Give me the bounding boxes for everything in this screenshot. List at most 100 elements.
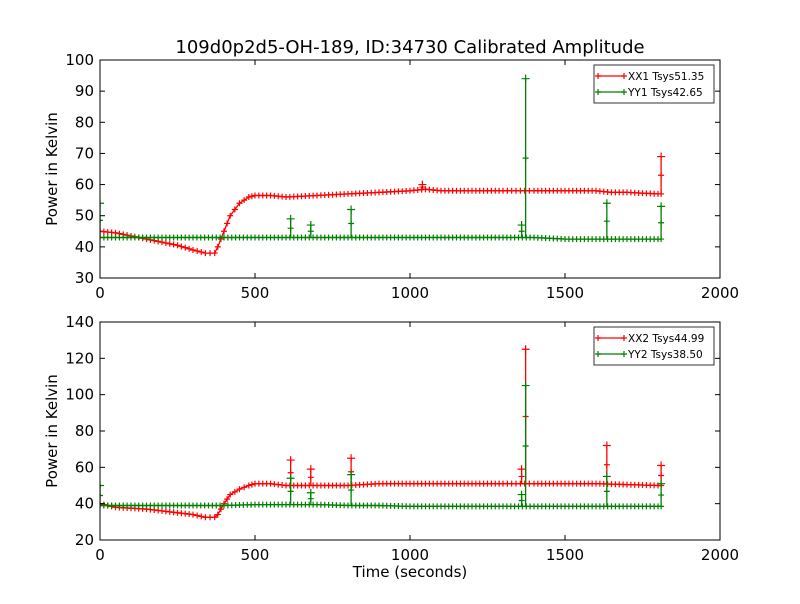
legend-box [593, 64, 715, 104]
series-point [236, 486, 243, 493]
legend-label: XX1 Tsys51.35 [628, 71, 704, 83]
spike-point [100, 217, 103, 224]
x-tick-label: 1000 [391, 284, 429, 302]
y-tick-label: 40 [75, 495, 94, 513]
series-point [190, 246, 196, 253]
spike-point [658, 219, 665, 226]
spike-point [306, 488, 315, 497]
legend-marker [595, 335, 601, 341]
y-tick-label: 80 [75, 113, 94, 131]
legend-marker [595, 351, 601, 357]
spike-point [518, 228, 525, 235]
spike-point [658, 492, 665, 499]
legend-marker [621, 89, 627, 95]
legend-marker [621, 351, 627, 357]
data-layer [100, 74, 666, 257]
x-tick-label: 500 [241, 546, 270, 564]
series-point [182, 244, 189, 251]
series-line-1 [100, 188, 662, 254]
spike-point [307, 495, 314, 502]
legend-label: YY2 Tsys38.50 [627, 349, 703, 361]
series-point [217, 506, 224, 513]
series-point [190, 511, 196, 518]
y-tick-label: 60 [75, 176, 94, 194]
series-point [166, 240, 173, 247]
chart-title: 109d0p2d5-OH-189, ID:34730 Calibrated Am… [175, 37, 644, 58]
series-point [194, 512, 201, 519]
legend-marker [621, 73, 627, 79]
spike-point [518, 497, 525, 504]
spike-point [286, 214, 295, 223]
y-tick-label: 70 [75, 144, 94, 162]
series-point [248, 481, 255, 488]
spike-point [286, 456, 295, 465]
series-point [178, 243, 185, 250]
spike-point [603, 461, 610, 468]
series-point [198, 513, 205, 520]
y-tick-label: 140 [65, 313, 94, 331]
legend-label: YY1 Tsys42.65 [627, 87, 703, 99]
spike-point [306, 221, 315, 230]
spike-point [517, 490, 526, 499]
y-tick-label: 50 [75, 207, 94, 225]
subplot-2: 0 500 1000 1500 2000 20 40 60 80 100 120 140 Power i… [43, 313, 739, 581]
spike-point [521, 74, 530, 83]
spike-point [602, 472, 611, 481]
spike-point [657, 479, 666, 488]
series-point [198, 249, 205, 256]
spike-point [348, 487, 355, 494]
series-point [245, 194, 252, 201]
spike-point [658, 172, 665, 179]
spike-point [286, 474, 295, 483]
x-tick-label: 0 [95, 546, 105, 564]
spike-point [517, 465, 526, 474]
y-tick-label: 30 [75, 269, 94, 287]
spike-point [100, 492, 103, 499]
spike-point [307, 228, 314, 235]
spike-point [602, 199, 611, 208]
legend: XX1 Tsys51.35 YY1 Tsys42.65 [593, 64, 715, 104]
series-point [248, 193, 255, 200]
y-tick-label: 100 [65, 51, 94, 69]
y-tick-label: 120 [65, 349, 94, 367]
series-point [227, 212, 234, 219]
series-point [194, 248, 201, 255]
spike-point [658, 472, 665, 479]
spike-point [522, 442, 529, 449]
series-point [170, 241, 177, 248]
y-tick-label: 80 [75, 422, 94, 440]
x-tick-label: 0 [95, 284, 105, 302]
subplot-1: 0 500 1000 1500 2000 30 40 50 60 70 80 90 100 Power i… [43, 51, 739, 302]
series-point [214, 243, 221, 250]
series-point [221, 228, 227, 235]
spike-point [306, 465, 315, 474]
legend-marker [621, 335, 627, 341]
series-point [227, 491, 234, 498]
series-point [211, 250, 218, 257]
legend-box [593, 326, 715, 366]
spike-point [603, 218, 610, 225]
x-tick-label: 1500 [546, 546, 584, 564]
spike-point [657, 202, 666, 211]
series-point [231, 206, 238, 213]
y-tick-label: 100 [65, 386, 94, 404]
spike-point [307, 474, 314, 481]
series-point [236, 200, 243, 207]
y-axis-label: Power in Kelvin [43, 374, 61, 488]
spike-point [522, 155, 529, 162]
x-tick-label: 1500 [546, 284, 584, 302]
x-axis-label: Time (seconds) [352, 563, 468, 581]
series-line-1 [100, 483, 662, 518]
spike-point [347, 454, 356, 463]
data-layer [100, 345, 666, 521]
spike-point [347, 205, 356, 214]
y-axis-label: Power in Kelvin [43, 112, 61, 226]
x-tick-label: 2000 [701, 284, 739, 302]
spike-point [347, 470, 356, 479]
series-point [224, 220, 231, 227]
y-tick-label: 20 [75, 531, 94, 549]
spike-point [517, 221, 526, 230]
